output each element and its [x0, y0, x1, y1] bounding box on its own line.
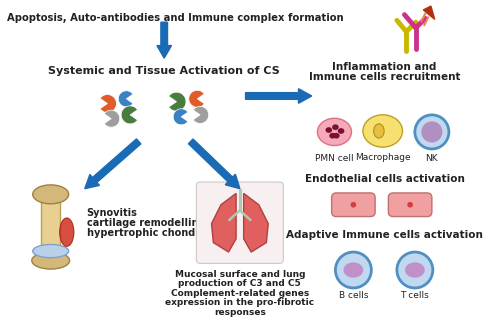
Bar — [41, 200, 60, 255]
Wedge shape — [118, 91, 133, 107]
Text: Apoptosis, Auto-antibodies and Immune complex formation: Apoptosis, Auto-antibodies and Immune co… — [7, 13, 344, 23]
Ellipse shape — [333, 133, 340, 139]
Ellipse shape — [374, 124, 384, 138]
FancyArrow shape — [157, 22, 172, 58]
Text: PMN cell: PMN cell — [315, 154, 354, 163]
FancyBboxPatch shape — [332, 193, 375, 217]
Circle shape — [350, 202, 356, 208]
Text: T cells: T cells — [400, 291, 429, 300]
Ellipse shape — [60, 218, 74, 246]
Wedge shape — [169, 92, 186, 111]
Ellipse shape — [32, 185, 68, 204]
Wedge shape — [121, 106, 138, 124]
Text: Inflammation and: Inflammation and — [332, 62, 437, 72]
FancyBboxPatch shape — [388, 193, 432, 217]
Polygon shape — [212, 193, 236, 252]
Wedge shape — [193, 107, 208, 123]
Text: Complement-related genes: Complement-related genes — [170, 289, 309, 298]
Circle shape — [422, 121, 442, 142]
Ellipse shape — [318, 118, 352, 146]
Polygon shape — [244, 193, 268, 252]
Text: Macrophage: Macrophage — [355, 153, 410, 162]
Polygon shape — [424, 6, 434, 19]
Ellipse shape — [326, 127, 332, 133]
Text: Adaptive Immune cells activation: Adaptive Immune cells activation — [286, 230, 483, 240]
FancyArrow shape — [246, 89, 312, 103]
Circle shape — [397, 252, 433, 288]
Ellipse shape — [32, 252, 70, 269]
Text: Endothelial cells activation: Endothelial cells activation — [304, 173, 464, 184]
Text: cartilage remodelling: cartilage remodelling — [86, 218, 205, 228]
Ellipse shape — [363, 115, 403, 147]
Text: production of C3 and C5: production of C3 and C5 — [178, 280, 301, 288]
Text: hypertrophic chondrocytes: hypertrophic chondrocytes — [86, 228, 236, 238]
Wedge shape — [189, 90, 204, 107]
Text: Systemic and Tissue Activation of CS: Systemic and Tissue Activation of CS — [48, 66, 280, 76]
Circle shape — [408, 202, 413, 208]
Text: Mucosal surface and lung: Mucosal surface and lung — [174, 270, 305, 279]
Text: B cells: B cells — [338, 291, 368, 300]
Text: Synovitis: Synovitis — [86, 208, 138, 217]
Wedge shape — [104, 110, 120, 127]
Text: expression in the pro-fibrotic: expression in the pro-fibrotic — [166, 298, 314, 307]
Ellipse shape — [344, 262, 363, 278]
Text: Immune cells recruitment: Immune cells recruitment — [309, 72, 460, 82]
Ellipse shape — [338, 128, 344, 134]
Wedge shape — [173, 109, 188, 125]
Text: responses: responses — [214, 308, 266, 317]
Circle shape — [415, 115, 449, 149]
Circle shape — [336, 252, 372, 288]
Text: NK: NK — [426, 154, 438, 163]
FancyBboxPatch shape — [196, 182, 284, 263]
Ellipse shape — [405, 262, 424, 278]
FancyArrow shape — [188, 139, 240, 189]
Ellipse shape — [330, 133, 336, 139]
Ellipse shape — [332, 124, 338, 130]
Wedge shape — [100, 94, 116, 113]
Ellipse shape — [32, 244, 68, 258]
FancyArrow shape — [85, 139, 141, 189]
